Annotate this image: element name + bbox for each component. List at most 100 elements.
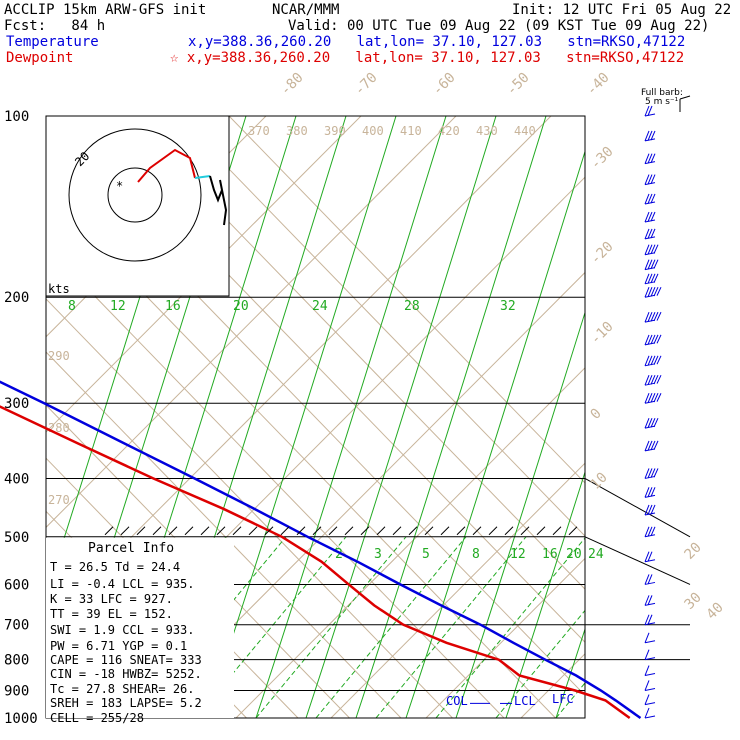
wind-barb-flag	[653, 417, 659, 428]
valid-time: Valid: 00 UTC Tue 09 Aug 22 (09 KST Tue …	[288, 18, 710, 34]
pressure-tick-label: 300	[4, 396, 29, 412]
frame-slant	[584, 536, 691, 585]
pressure-tick-label: 200	[4, 290, 29, 306]
wind-barb-shaft	[644, 281, 656, 285]
wind-barb-shaft	[644, 201, 656, 205]
isotherm-line	[46, 351, 402, 718]
parcel-info-row: CELL = 255/28	[50, 711, 144, 725]
isotherm-line	[177, 116, 585, 537]
moist-adiabat-line	[255, 116, 447, 718]
wind-barb-flag	[644, 211, 650, 223]
mixing-ratio-label: 2	[335, 547, 343, 562]
hatch-mark	[152, 526, 162, 536]
wind-barb-flag	[650, 355, 656, 366]
mixing-ratio-label: 16	[542, 547, 558, 562]
wind-barb-flag	[644, 574, 650, 585]
moist-adiabat-line	[455, 310, 585, 718]
barb-legend-title: Full barb:	[641, 88, 683, 98]
wind-barb-flag	[647, 504, 653, 515]
mixing-ratio-label: 5	[422, 547, 430, 562]
pressure-tick-label: 600	[4, 577, 29, 593]
wind-barb-shaft	[644, 400, 656, 404]
wind-barb-flag	[644, 393, 650, 404]
series-line-temperature	[0, 380, 642, 720]
wind-barb-shaft	[644, 161, 656, 165]
hatch-mark	[168, 526, 178, 536]
isotherm-label: -30	[588, 144, 617, 173]
parcel-info-row: Tc = 27.8 SHEAR= 26.	[50, 682, 195, 696]
wind-barb-shaft	[644, 294, 656, 298]
moist-adiabat-line	[355, 116, 547, 718]
hatch-mark	[392, 526, 402, 536]
mixing-ratio-label: 12	[110, 299, 126, 314]
wind-barb-flag	[644, 105, 650, 117]
wind-barb-shaft	[644, 702, 656, 706]
moist-adiabat-line	[305, 116, 497, 718]
wind-barb-flag	[650, 468, 656, 478]
theta-side-label: 270	[48, 493, 70, 507]
parcel-info-row: K = 33 LFC = 927.	[50, 592, 173, 606]
wind-barb-flag	[644, 375, 650, 386]
isotherm-label: -10	[588, 319, 617, 348]
wind-barb-flag	[644, 130, 650, 142]
mixing-ratio-label: 8	[68, 299, 76, 314]
wind-barb-flag	[653, 311, 659, 322]
pressure-tick-label: 700	[4, 618, 29, 634]
mixing-ratio-line	[375, 536, 527, 718]
model-title: ACCLIP 15km ARW-GFS init	[4, 2, 207, 18]
hatch-mark	[264, 526, 274, 536]
wind-barb-flag	[656, 393, 662, 402]
wind-barb-flag	[644, 614, 650, 625]
hodograph-trace	[137, 148, 196, 183]
wind-barb-flag	[644, 193, 650, 205]
isotherm-label: 40	[704, 600, 727, 623]
wind-barb-flag	[647, 211, 653, 222]
wind-barb-shaft	[644, 113, 656, 117]
isotherm-label: 30	[682, 590, 705, 613]
isotherm-line	[46, 245, 505, 718]
moist-adiabat-line	[505, 470, 585, 718]
barb-legend-units: 5 m s⁻¹	[645, 97, 679, 107]
theta-label: 410	[400, 124, 422, 138]
pressure-tick-label: 1000	[4, 711, 38, 727]
theta-label: 370	[248, 124, 270, 138]
pressure-tick-label: 800	[4, 653, 29, 669]
wind-barb-shaft	[644, 319, 656, 323]
mixing-ratio-line	[255, 536, 407, 718]
wind-barb-flag	[644, 665, 650, 676]
wind-barb-shaft	[644, 581, 656, 585]
wind-barb-flag	[644, 334, 650, 346]
theta-label: 420	[438, 124, 460, 138]
wind-barb-flag	[653, 440, 659, 450]
wind-barb-flag	[644, 153, 650, 164]
wind-barb-flag	[650, 287, 656, 297]
wind-barb-flag	[647, 174, 653, 185]
hatch-mark	[184, 526, 194, 536]
wind-barb-flag	[644, 355, 650, 366]
hatch-mark	[456, 526, 466, 536]
wind-barb-flag	[647, 526, 653, 537]
hatch-mark	[408, 526, 418, 536]
wind-barb-flag	[647, 311, 653, 322]
hatch-mark	[136, 526, 146, 536]
isotherm-line	[46, 298, 453, 718]
theta-label: 430	[476, 124, 498, 138]
mixing-ratio-label: 32	[500, 299, 516, 314]
wind-barb-shaft	[644, 138, 656, 142]
hatch-mark	[328, 526, 338, 536]
hatch-mark	[344, 526, 354, 536]
mixing-ratio-label: 28	[404, 299, 420, 314]
wind-barb-shaft	[644, 363, 656, 367]
hatch-mark	[568, 526, 578, 536]
hatch-mark	[200, 526, 210, 536]
wind-barb-flag	[644, 707, 650, 719]
wind-barb-shaft	[644, 715, 656, 719]
hatch-mark	[280, 526, 290, 536]
wind-barb-flag	[647, 440, 653, 451]
theta-label: 380	[286, 124, 308, 138]
wind-barb-flag	[647, 130, 653, 141]
mixing-ratio-label: 3	[374, 547, 382, 562]
isotherm-label: 10	[588, 470, 611, 493]
wind-barb-flag	[653, 374, 659, 385]
theta-side-label: 280	[48, 421, 70, 435]
